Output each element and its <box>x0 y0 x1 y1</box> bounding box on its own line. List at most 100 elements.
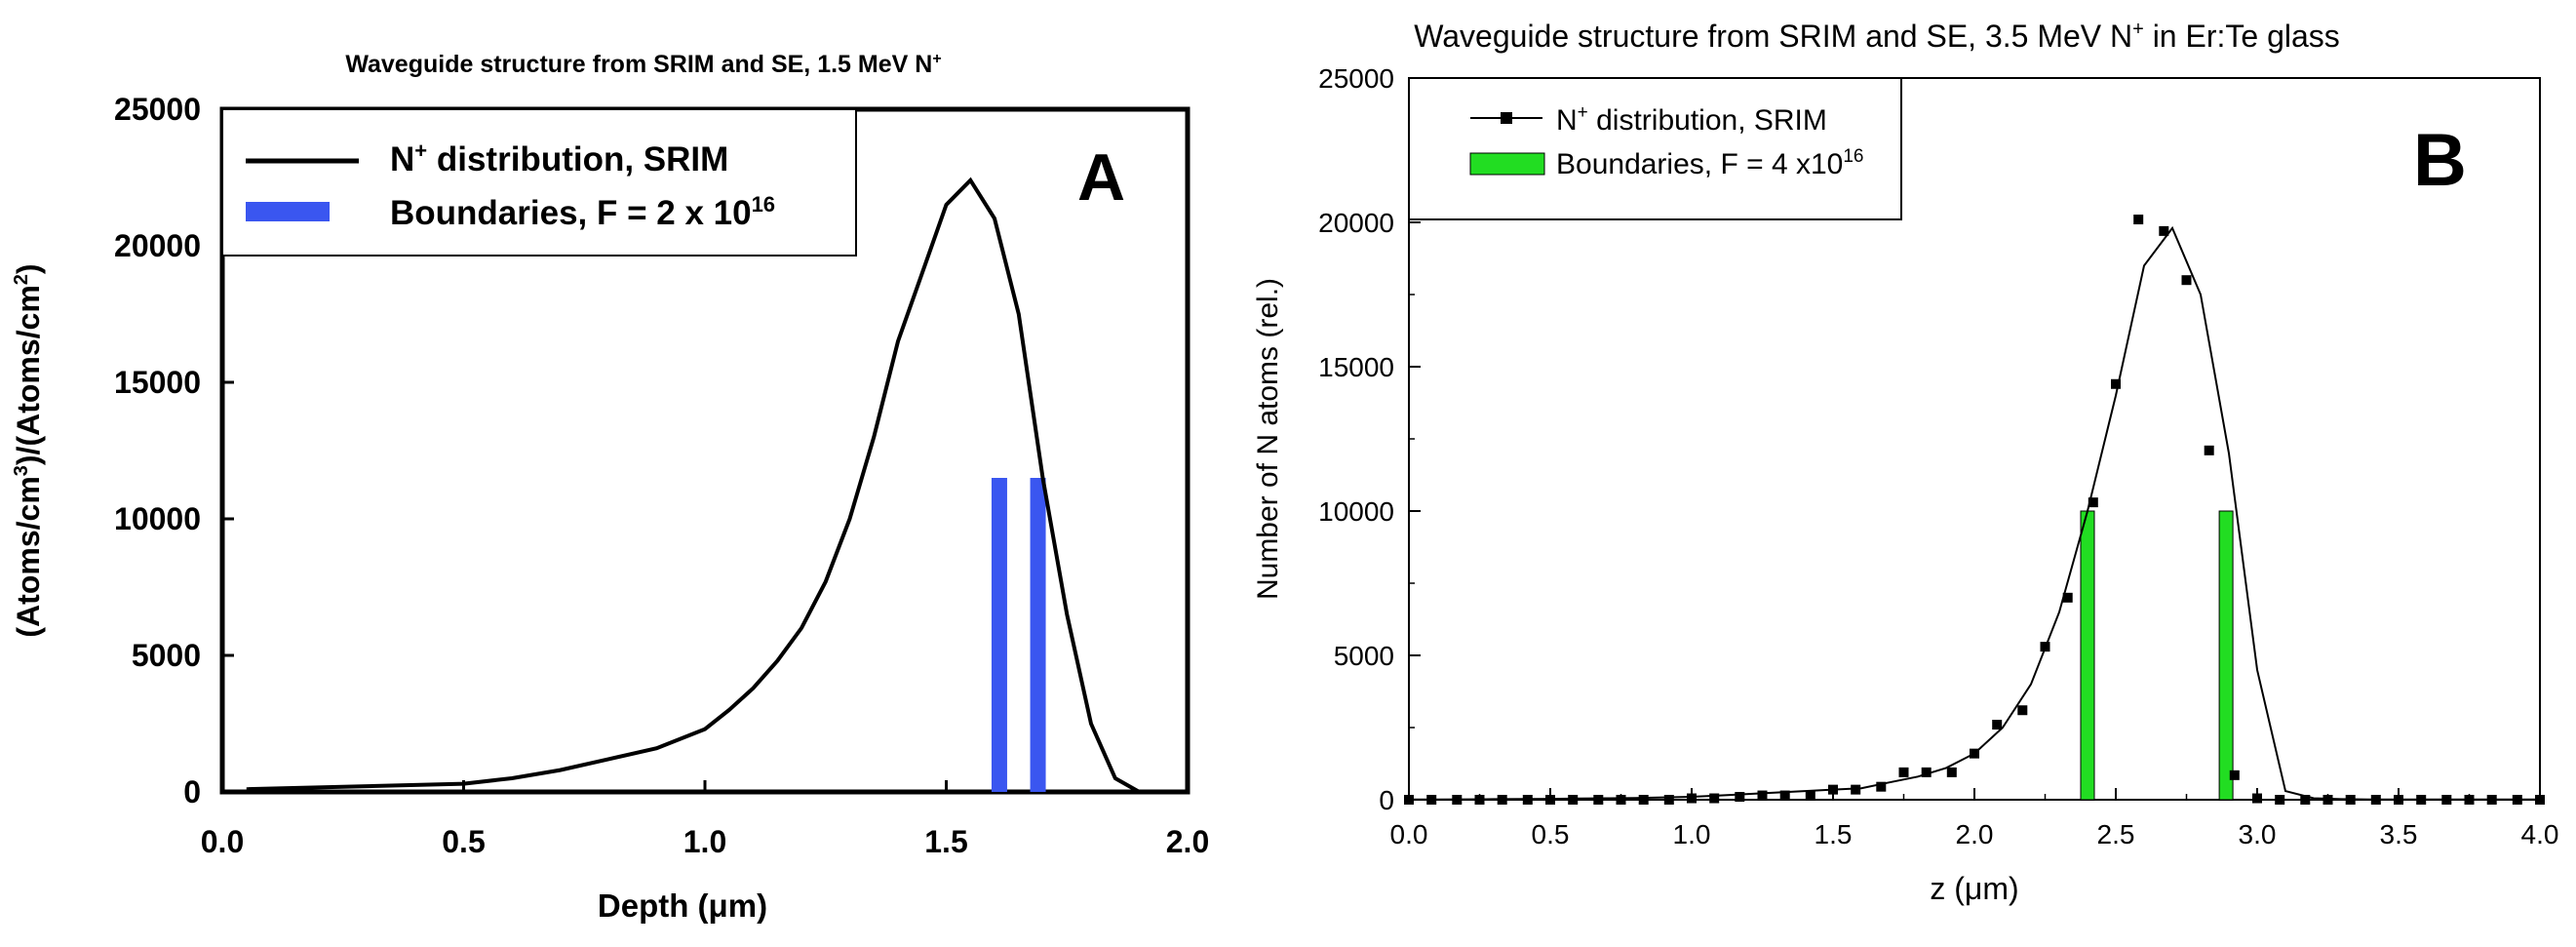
a-y-tick-label: 10000 <box>114 501 201 536</box>
b-data-point <box>1898 767 1909 777</box>
b-data-point <box>2275 795 2285 805</box>
b-y-tick-label: 25000 <box>1318 63 1394 94</box>
b-data-point <box>2181 275 2192 286</box>
a-boundary-bar <box>1030 478 1046 792</box>
panel-a-legend-bar-swatch <box>246 202 330 221</box>
a-x-tick-label: 1.0 <box>683 824 726 859</box>
b-x-tick-label: 2.5 <box>2097 819 2135 849</box>
b-x-tick-label: 2.0 <box>1956 819 1994 849</box>
panel-a-legend <box>221 108 857 256</box>
b-data-point <box>1474 795 1485 805</box>
panel-a-label: A <box>1077 140 1125 215</box>
panel-b-legend-point-swatch <box>1501 112 1512 124</box>
b-x-tick-label: 1.0 <box>1673 819 1711 849</box>
panel-b-legend-label-boundaries: Boundaries, F = 4 x1016 <box>1556 146 1864 180</box>
b-data-point <box>2535 795 2545 805</box>
panel-b-title: Waveguide structure from SRIM and SE, 3.… <box>1414 19 2340 54</box>
panel-a-x-axis: 0.0 0.5 1.0 1.5 2.0 <box>201 780 1209 859</box>
panel-b-boundaries <box>2080 510 2234 801</box>
b-data-point <box>2512 795 2522 805</box>
b-data-point <box>2204 445 2214 455</box>
b-data-point <box>1663 795 1674 805</box>
b-data-point <box>1828 784 1838 795</box>
b-x-tick-label: 0.5 <box>1532 819 1570 849</box>
a-x-tick-label: 0.5 <box>442 824 485 859</box>
b-data-point <box>1568 795 1579 805</box>
b-data-point <box>1616 795 1626 805</box>
b-x-tick-label: 1.5 <box>1815 819 1853 849</box>
a-y-tick-label: 20000 <box>114 228 201 263</box>
b-x-tick-label: 4.0 <box>2521 819 2559 849</box>
panel-b-legend-label-distribution: N+ distribution, SRIM <box>1556 102 1827 137</box>
b-data-point <box>2300 795 2311 805</box>
panel-b-data-points <box>1404 215 2545 805</box>
b-data-point <box>2111 378 2121 389</box>
b-data-point <box>2322 795 2333 805</box>
panel-a-distribution-line <box>246 177 1141 794</box>
b-data-point <box>2252 793 2262 804</box>
b-x-tick-label: 3.5 <box>2380 819 2418 849</box>
b-data-point <box>1452 795 1463 805</box>
b-data-point <box>2017 705 2028 716</box>
panel-a: Waveguide structure from SRIM and SE, 1.… <box>11 51 1209 924</box>
b-data-point <box>1522 795 1533 805</box>
b-data-point <box>2133 215 2144 225</box>
b-data-point <box>1497 795 1507 805</box>
b-data-point <box>1757 790 1768 801</box>
b-data-point <box>2416 795 2427 805</box>
b-y-tick-label: 5000 <box>1334 641 1394 671</box>
b-data-point <box>1593 795 1604 805</box>
b-x-tick-label: 0.0 <box>1390 819 1428 849</box>
b-data-point <box>1779 790 1790 801</box>
b-y-tick-label: 15000 <box>1318 352 1394 382</box>
a-boundary-bar <box>991 478 1007 792</box>
panel-a-y-axis-title: (Atoms/cm3)/(Atoms/cm2) <box>11 263 46 637</box>
panel-b-legend <box>1408 77 1902 220</box>
b-data-point <box>2370 795 2381 805</box>
panel-b-y-axis: 0 5000 10000 15000 20000 25000 <box>1318 63 1421 815</box>
panel-b-legend-bar-swatch <box>1469 152 1545 176</box>
panel-a-legend-label-distribution: N+ distribution, SRIM <box>390 138 728 178</box>
b-data-point <box>1426 795 1437 805</box>
b-data-point <box>1709 793 1720 804</box>
b-data-point <box>2040 642 2050 652</box>
a-x-tick-label: 0.0 <box>201 824 244 859</box>
panel-a-boundaries <box>991 478 1046 792</box>
b-data-point <box>1921 767 1932 777</box>
panel-a-title: Waveguide structure from SRIM and SE, 1.… <box>345 51 941 78</box>
panel-b-y-axis-title: Number of N atoms (rel.) <box>1252 278 1284 600</box>
b-boundary-bar <box>2080 510 2095 801</box>
a-x-tick-label: 1.5 <box>924 824 967 859</box>
b-data-point <box>1851 784 1861 795</box>
b-y-tick-label: 0 <box>1379 785 1394 815</box>
a-y-tick-label: 15000 <box>114 365 201 400</box>
b-data-point <box>2486 795 2497 805</box>
b-y-tick-label: 10000 <box>1318 496 1394 527</box>
b-data-point <box>2394 795 2403 805</box>
b-data-point <box>2464 795 2475 805</box>
panel-b: Waveguide structure from SRIM and SE, 3.… <box>1252 19 2558 906</box>
b-data-point <box>2159 225 2169 236</box>
a-y-tick-label: 0 <box>183 774 201 809</box>
panel-a-legend-label-boundaries: Boundaries, F = 2 x 1016 <box>390 192 775 232</box>
panel-a-y-axis: 0 5000 10000 15000 20000 25000 <box>114 92 234 809</box>
b-data-point <box>1404 795 1414 805</box>
b-data-point <box>1970 748 1979 759</box>
b-data-point <box>1735 792 1745 803</box>
b-data-point <box>1545 795 1555 805</box>
b-data-point <box>1876 781 1887 792</box>
panel-b-label: B <box>2413 119 2467 202</box>
b-data-point <box>1805 790 1815 801</box>
panel-b-x-axis-title: z (μm) <box>1930 871 2018 906</box>
panel-b-x-axis: 0.0 0.5 1.0 1.5 2.0 2.5 3.0 3.5 4.0 <box>1390 788 2559 849</box>
a-x-tick-label: 2.0 <box>1166 824 1209 859</box>
b-data-point <box>1992 720 2003 730</box>
b-x-tick-label: 3.0 <box>2239 819 2277 849</box>
b-data-point <box>1946 767 1957 777</box>
b-data-point <box>2229 769 2240 780</box>
b-data-point <box>2441 795 2452 805</box>
b-data-point <box>1687 793 1697 804</box>
b-boundary-bar <box>2218 510 2234 801</box>
